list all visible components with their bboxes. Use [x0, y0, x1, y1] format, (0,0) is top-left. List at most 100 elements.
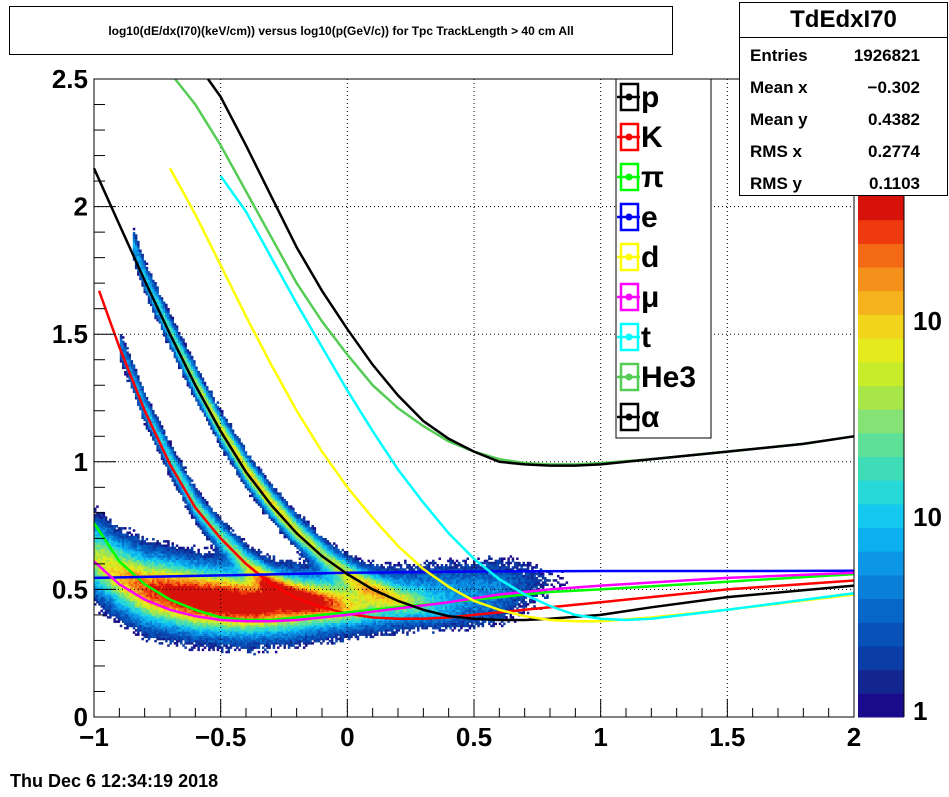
heatmap-cell [186, 379, 190, 383]
heatmap-cell [193, 635, 196, 639]
heatmap-cell [221, 425, 224, 428]
heatmap-cell [162, 551, 166, 554]
heatmap-cell [152, 572, 155, 576]
heatmap-cell [173, 329, 177, 333]
heatmap-cell [195, 581, 198, 584]
heatmap-cell [225, 620, 228, 623]
heatmap-cell [139, 566, 142, 569]
heatmap-cell [175, 459, 179, 463]
heatmap-cell [171, 449, 174, 452]
heatmap-cell [169, 468, 172, 472]
heatmap-cell [152, 290, 155, 294]
heatmap-cell [249, 603, 252, 606]
heatmap-cell [206, 644, 209, 647]
heatmap-cell [111, 572, 114, 576]
heatmap-cell [214, 639, 218, 643]
heatmap-cell [150, 598, 153, 602]
heatmap-cell [134, 368, 138, 372]
heatmap-cell [240, 633, 243, 636]
heatmap-cell [173, 561, 177, 565]
heatmap-cell [216, 420, 220, 424]
heatmap-cell [152, 568, 155, 571]
heatmap-cell [214, 598, 218, 602]
heatmap-cell [173, 455, 177, 458]
heatmap-cell [188, 648, 192, 652]
heatmap-cell [111, 538, 114, 541]
heatmap-cell [154, 639, 157, 643]
heatmap-cell [102, 533, 106, 537]
heatmap-cell [173, 481, 177, 485]
heatmap-cell [102, 553, 106, 556]
heatmap-cell [147, 284, 151, 287]
heatmap-cell [154, 600, 157, 604]
heatmap-cell [195, 518, 198, 521]
heatmap-cell [242, 444, 246, 448]
heatmap-cell [111, 585, 114, 589]
heatmap-cell [208, 564, 211, 567]
heatmap-cell [190, 577, 194, 580]
heatmap-cell [178, 635, 181, 639]
heatmap-cell [158, 566, 162, 569]
heatmap-cell [203, 529, 207, 532]
heatmap-cell [193, 611, 196, 615]
heatmap-cell [122, 616, 125, 619]
heatmap-cell [223, 600, 226, 604]
heatmap-cell [113, 548, 116, 552]
heatmap-cell [238, 598, 241, 602]
heatmap-cell [244, 605, 248, 608]
heatmap-cell [231, 609, 235, 613]
heatmap-cell [249, 592, 252, 595]
heatmap-cell [171, 470, 174, 474]
heatmap-cell [216, 401, 220, 404]
heatmap-cell [132, 364, 136, 367]
heatmap-cell [150, 299, 153, 302]
heatmap-cell [227, 600, 230, 604]
heatmap-cell [246, 603, 250, 606]
heatmap-cell [150, 583, 153, 586]
heatmap-cell [244, 483, 248, 487]
heatmap-cell [165, 446, 168, 450]
heatmap-cell [188, 566, 192, 569]
heatmap-cell [109, 568, 112, 571]
heatmap-cell [139, 390, 142, 393]
heatmap-cell [143, 544, 146, 547]
heatmap-cell [171, 546, 174, 550]
heatmap-cell [158, 611, 162, 615]
heatmap-cell [132, 243, 136, 246]
heatmap-cell [119, 594, 123, 597]
heatmap-cell [156, 553, 159, 556]
heatmap-cell [150, 553, 153, 556]
heatmap-cell [193, 629, 196, 632]
heatmap-cell [111, 564, 114, 567]
heatmap-cell [169, 318, 172, 322]
heatmap-cell [165, 551, 168, 554]
heatmap-cell [195, 488, 198, 491]
heatmap-cell [173, 583, 177, 586]
heatmap-cell [186, 594, 190, 597]
heatmap-cell [128, 605, 131, 608]
heatmap-cell [206, 635, 209, 639]
heatmap-cell [206, 596, 209, 599]
heatmap-cell [221, 592, 224, 595]
heatmap-cell [113, 557, 116, 560]
heatmap-cell [231, 616, 235, 619]
heatmap-cell [130, 616, 134, 619]
heatmap-cell [152, 583, 155, 586]
heatmap-cell [212, 420, 215, 424]
heatmap-cell [225, 420, 228, 424]
heatmap-cell [182, 342, 185, 346]
heatmap-cell [197, 557, 200, 560]
heatmap-cell [244, 594, 248, 597]
heatmap-cell [134, 605, 138, 608]
heatmap-cell [162, 633, 166, 636]
heatmap-cell [147, 605, 151, 608]
heatmap-cell [186, 622, 190, 626]
heatmap-cell [139, 603, 142, 606]
heatmap-cell [206, 631, 209, 634]
heatmap-cell [234, 557, 237, 560]
heatmap-cell [156, 594, 159, 597]
heatmap-cell [223, 594, 226, 597]
heatmap-cell [145, 624, 149, 628]
heatmap-cell [242, 481, 246, 485]
heatmap-cell [190, 548, 194, 552]
